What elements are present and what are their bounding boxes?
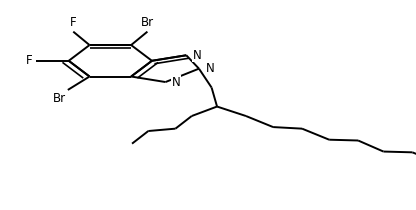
Text: N: N: [172, 76, 181, 89]
Text: N: N: [206, 62, 214, 75]
Text: Br: Br: [53, 92, 66, 105]
Text: F: F: [26, 54, 32, 67]
Text: Br: Br: [141, 16, 154, 29]
Text: F: F: [70, 16, 77, 29]
Text: N: N: [193, 49, 202, 62]
